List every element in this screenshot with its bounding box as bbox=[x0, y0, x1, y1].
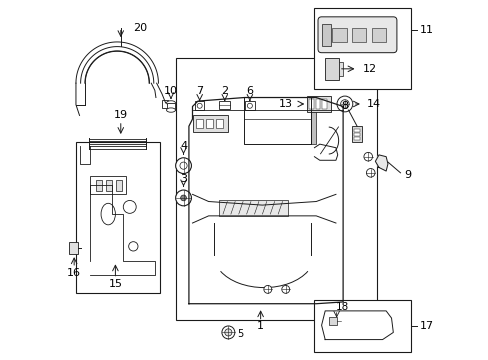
Bar bbox=[162, 100, 168, 108]
Text: 1: 1 bbox=[257, 321, 264, 331]
Bar bbox=[353, 129, 359, 132]
Text: 6: 6 bbox=[246, 86, 253, 96]
Text: 13: 13 bbox=[278, 99, 292, 109]
Circle shape bbox=[363, 152, 372, 161]
Bar bbox=[321, 99, 326, 109]
Bar bbox=[325, 58, 338, 80]
Circle shape bbox=[281, 285, 289, 293]
Text: 9: 9 bbox=[403, 170, 410, 180]
Bar bbox=[105, 180, 112, 191]
Bar bbox=[219, 200, 287, 216]
Polygon shape bbox=[375, 155, 387, 171]
Circle shape bbox=[336, 96, 352, 112]
Bar bbox=[192, 116, 228, 132]
Text: 3: 3 bbox=[180, 174, 186, 184]
Circle shape bbox=[175, 190, 191, 206]
Bar bbox=[338, 62, 343, 76]
Text: 8: 8 bbox=[341, 102, 348, 112]
Bar bbox=[196, 119, 203, 128]
Bar bbox=[351, 28, 366, 42]
Bar bbox=[328, 318, 336, 325]
Bar bbox=[176, 58, 376, 320]
Text: 11: 11 bbox=[419, 26, 433, 35]
Circle shape bbox=[175, 158, 191, 174]
Circle shape bbox=[197, 103, 202, 108]
Circle shape bbox=[224, 329, 231, 336]
Text: 18: 18 bbox=[335, 302, 348, 312]
Text: 17: 17 bbox=[419, 321, 433, 331]
Text: 4: 4 bbox=[180, 141, 187, 151]
Text: 5: 5 bbox=[237, 329, 243, 339]
Bar bbox=[353, 137, 359, 140]
Bar bbox=[314, 300, 410, 352]
Circle shape bbox=[180, 162, 187, 169]
Bar bbox=[206, 119, 213, 128]
Text: 2: 2 bbox=[221, 86, 228, 96]
Text: 20: 20 bbox=[133, 23, 147, 33]
Bar bbox=[332, 28, 346, 42]
Circle shape bbox=[128, 242, 138, 251]
Text: 19: 19 bbox=[114, 111, 127, 121]
Bar bbox=[166, 103, 175, 110]
FancyBboxPatch shape bbox=[317, 17, 396, 53]
Bar bbox=[306, 96, 330, 112]
Circle shape bbox=[123, 201, 136, 213]
Circle shape bbox=[340, 100, 348, 108]
Text: 15: 15 bbox=[108, 279, 122, 289]
Circle shape bbox=[180, 195, 186, 201]
Text: 12: 12 bbox=[362, 64, 376, 74]
Bar bbox=[96, 180, 102, 191]
Text: 7: 7 bbox=[196, 86, 203, 96]
Text: 16: 16 bbox=[67, 268, 81, 278]
Bar bbox=[314, 8, 410, 89]
Text: 14: 14 bbox=[366, 99, 381, 109]
Bar bbox=[116, 180, 122, 191]
Bar bbox=[219, 101, 230, 109]
Circle shape bbox=[222, 326, 234, 339]
Bar bbox=[90, 176, 126, 194]
Bar bbox=[310, 98, 316, 144]
Circle shape bbox=[366, 168, 374, 177]
Bar bbox=[321, 24, 330, 45]
Bar bbox=[353, 133, 359, 136]
Circle shape bbox=[247, 103, 252, 108]
Bar bbox=[195, 101, 204, 110]
Ellipse shape bbox=[166, 101, 175, 105]
Bar bbox=[76, 142, 160, 293]
Bar bbox=[308, 99, 313, 109]
Bar bbox=[244, 101, 254, 110]
Circle shape bbox=[264, 285, 271, 293]
Bar bbox=[351, 126, 362, 142]
Ellipse shape bbox=[166, 108, 175, 112]
Bar bbox=[315, 99, 320, 109]
Bar bbox=[216, 119, 223, 128]
Bar bbox=[371, 28, 386, 42]
Bar bbox=[69, 242, 78, 253]
Text: 10: 10 bbox=[163, 86, 178, 96]
